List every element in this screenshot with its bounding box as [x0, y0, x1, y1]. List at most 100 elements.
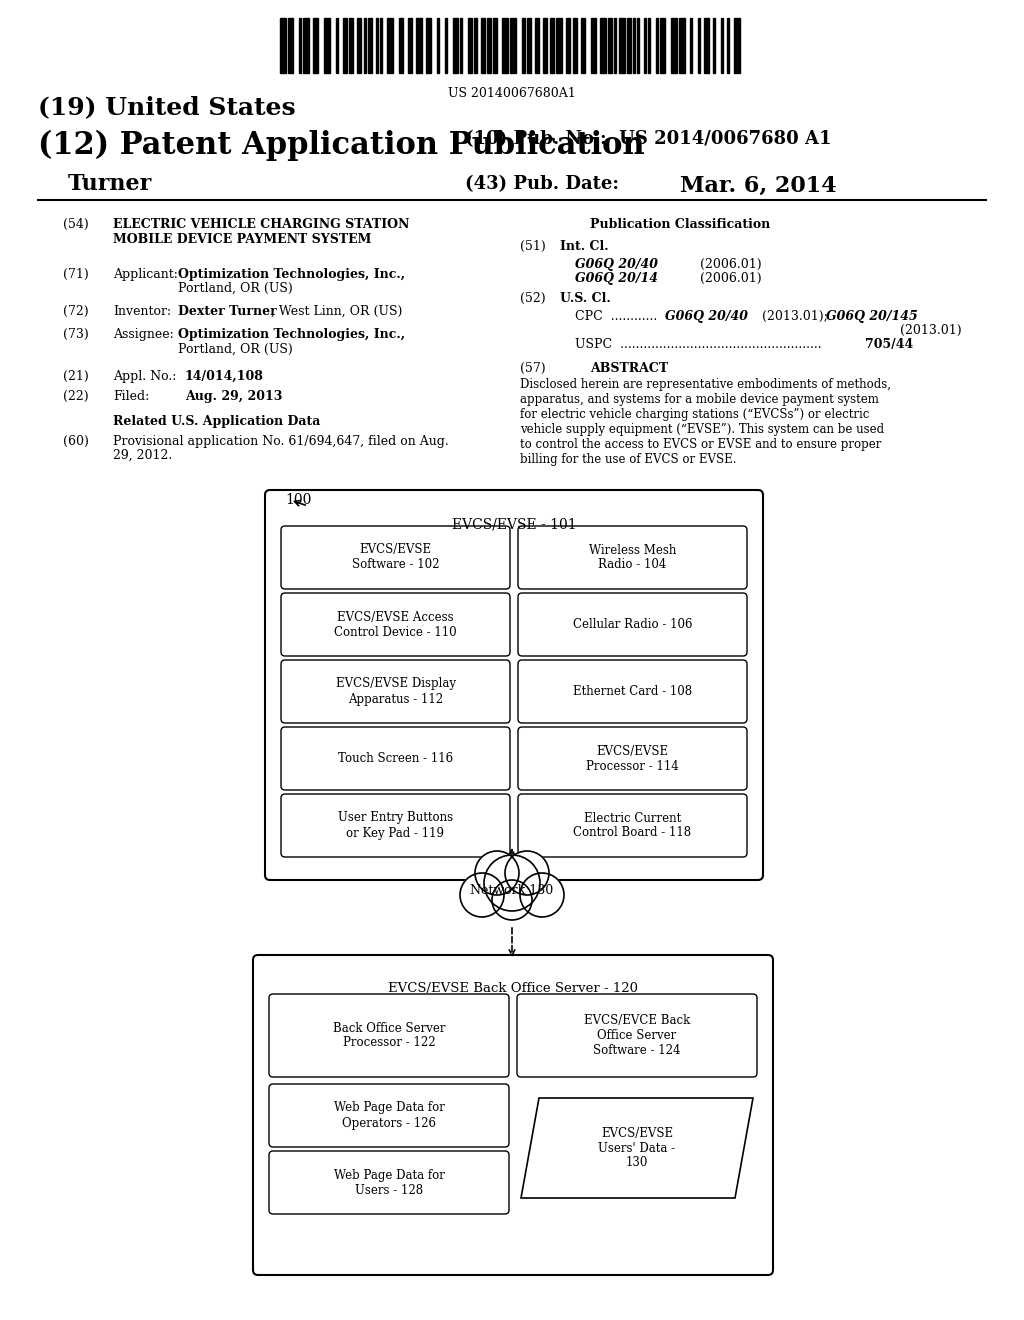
Text: (72): (72): [63, 305, 89, 318]
Text: Portland, OR (US): Portland, OR (US): [178, 343, 293, 356]
Text: EVCS/EVSE
Processor - 114: EVCS/EVSE Processor - 114: [586, 744, 679, 772]
Bar: [644, 18, 646, 73]
FancyBboxPatch shape: [269, 1151, 509, 1214]
Bar: [613, 18, 615, 73]
Bar: [369, 18, 372, 73]
Text: EVCS/EVSE Back Office Server - 120: EVCS/EVSE Back Office Server - 120: [388, 982, 638, 995]
Bar: [365, 18, 367, 73]
Bar: [399, 18, 402, 73]
Bar: [288, 18, 294, 73]
Bar: [487, 18, 490, 73]
Bar: [376, 18, 378, 73]
Bar: [416, 18, 422, 73]
Circle shape: [492, 880, 532, 920]
Text: (43) Pub. Date:: (43) Pub. Date:: [465, 176, 618, 193]
Text: (22): (22): [63, 389, 89, 403]
Circle shape: [460, 873, 504, 917]
Text: Related U.S. Application Data: Related U.S. Application Data: [113, 414, 321, 428]
FancyBboxPatch shape: [269, 994, 509, 1077]
Text: 100: 100: [285, 492, 311, 507]
Text: ABSTRACT: ABSTRACT: [590, 362, 668, 375]
Text: (51): (51): [520, 240, 546, 253]
Text: EVCS/EVSE - 101: EVCS/EVSE - 101: [452, 517, 577, 531]
Bar: [343, 18, 347, 73]
FancyBboxPatch shape: [281, 593, 510, 656]
Bar: [474, 18, 477, 73]
Bar: [444, 18, 446, 73]
Text: US 20140067680A1: US 20140067680A1: [449, 87, 575, 100]
Text: (10) Pub. No.:  US 2014/0067680 A1: (10) Pub. No.: US 2014/0067680 A1: [465, 129, 831, 148]
Text: Cellular Radio - 106: Cellular Radio - 106: [572, 618, 692, 631]
Bar: [734, 18, 740, 73]
Bar: [493, 18, 497, 73]
Text: Disclosed herein are representative embodiments of methods,
apparatus, and syste: Disclosed herein are representative embo…: [520, 378, 891, 466]
FancyBboxPatch shape: [518, 593, 746, 656]
Text: Optimization Technologies, Inc.,: Optimization Technologies, Inc.,: [178, 327, 406, 341]
Text: ELECTRIC VEHICLE CHARGING STATION
MOBILE DEVICE PAYMENT SYSTEM: ELECTRIC VEHICLE CHARGING STATION MOBILE…: [113, 218, 410, 246]
FancyBboxPatch shape: [253, 954, 773, 1275]
Text: G06Q 20/145: G06Q 20/145: [826, 310, 918, 323]
Bar: [671, 18, 677, 73]
Bar: [380, 18, 382, 73]
FancyBboxPatch shape: [518, 727, 746, 789]
Text: (2013.01): (2013.01): [900, 323, 962, 337]
Text: Inventor:: Inventor:: [113, 305, 171, 318]
FancyBboxPatch shape: [269, 1084, 509, 1147]
Bar: [336, 18, 338, 73]
FancyBboxPatch shape: [281, 525, 510, 589]
Text: Ethernet Card - 108: Ethernet Card - 108: [573, 685, 692, 698]
Bar: [453, 18, 459, 73]
Bar: [659, 18, 666, 73]
Text: (71): (71): [63, 268, 89, 281]
Text: 14/014,108: 14/014,108: [185, 370, 264, 383]
Bar: [550, 18, 554, 73]
Text: EVCS/EVCE Back
Office Server
Software - 124: EVCS/EVCE Back Office Server Software - …: [584, 1014, 690, 1057]
Bar: [556, 18, 562, 73]
Bar: [648, 18, 650, 73]
Text: Assignee:: Assignee:: [113, 327, 174, 341]
Text: EVCS/EVSE
Users' Data -
130: EVCS/EVSE Users' Data - 130: [598, 1126, 676, 1170]
Text: (52): (52): [520, 292, 546, 305]
Text: G06Q 20/40: G06Q 20/40: [665, 310, 748, 323]
Bar: [581, 18, 585, 73]
Bar: [468, 18, 472, 73]
FancyBboxPatch shape: [518, 660, 746, 723]
Text: EVCS/EVSE Display
Apparatus - 112: EVCS/EVSE Display Apparatus - 112: [336, 677, 456, 705]
Text: , West Linn, OR (US): , West Linn, OR (US): [271, 305, 402, 318]
Text: User Entry Buttons
or Key Pad - 119: User Entry Buttons or Key Pad - 119: [338, 812, 453, 840]
Text: G06Q 20/40: G06Q 20/40: [575, 257, 658, 271]
Circle shape: [484, 855, 540, 911]
Bar: [303, 18, 309, 73]
Bar: [714, 18, 715, 73]
Bar: [349, 18, 353, 73]
Bar: [721, 18, 723, 73]
Text: Mar. 6, 2014: Mar. 6, 2014: [680, 176, 837, 197]
Bar: [690, 18, 692, 73]
Bar: [481, 18, 485, 73]
Bar: [503, 18, 508, 73]
Circle shape: [475, 851, 519, 895]
Bar: [356, 18, 360, 73]
Text: (54): (54): [63, 218, 89, 231]
Bar: [703, 18, 710, 73]
Bar: [460, 18, 462, 73]
Circle shape: [520, 873, 564, 917]
Text: Wireless Mesh
Radio - 104: Wireless Mesh Radio - 104: [589, 544, 676, 572]
Bar: [627, 18, 631, 73]
Bar: [426, 18, 431, 73]
Text: 705/44: 705/44: [865, 338, 913, 351]
Text: Applicant:: Applicant:: [113, 268, 178, 281]
Bar: [521, 18, 525, 73]
Text: CPC  ............: CPC ............: [575, 310, 657, 323]
Bar: [679, 18, 685, 73]
Bar: [608, 18, 611, 73]
Bar: [633, 18, 635, 73]
Text: Publication Classification: Publication Classification: [590, 218, 770, 231]
Text: (19) United States: (19) United States: [38, 95, 296, 119]
Bar: [325, 18, 330, 73]
Circle shape: [505, 851, 549, 895]
Text: Int. Cl.: Int. Cl.: [560, 240, 608, 253]
Bar: [387, 18, 393, 73]
Text: (57): (57): [520, 362, 546, 375]
Text: U.S. Cl.: U.S. Cl.: [560, 292, 610, 305]
